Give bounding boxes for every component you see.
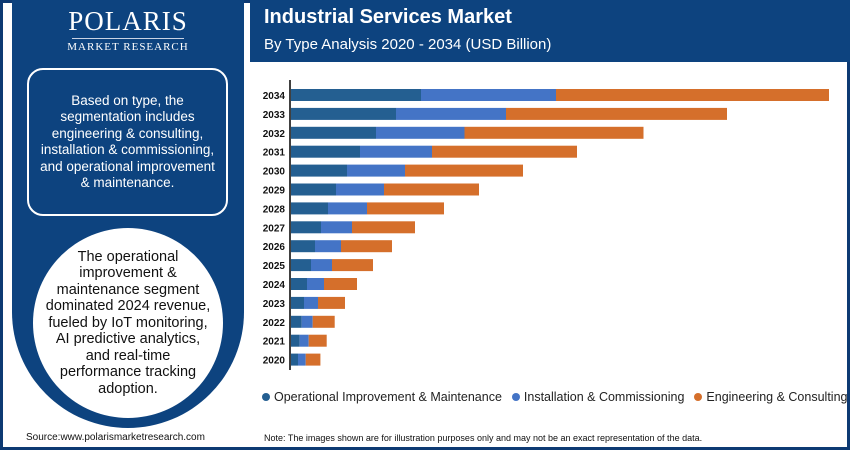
y-tick-label: 2033 — [263, 110, 286, 121]
bar-segment-3-2023 — [318, 296, 345, 309]
bar-segment-2-2033 — [396, 107, 506, 120]
bar-segment-3-2031 — [432, 145, 577, 158]
bar-segment-2-2034 — [421, 89, 556, 101]
y-tick-label: 2030 — [263, 167, 286, 178]
source-text: Source:www.polarismarketresearch.com — [26, 432, 205, 443]
y-tick-label: 2034 — [263, 91, 286, 102]
y-tick-label: 2026 — [263, 242, 286, 253]
bar-segment-1-2023 — [291, 296, 304, 309]
legend-label: Engineering & Consulting — [706, 390, 848, 404]
bar-segment-3-2028 — [367, 202, 444, 215]
bar-segment-3-2030 — [405, 164, 523, 177]
bar-segment-1-2034 — [291, 89, 421, 101]
y-tick-label: 2028 — [263, 204, 286, 215]
bar-segment-1-2029 — [291, 183, 336, 196]
y-tick-label: 2020 — [263, 356, 286, 367]
bar-segment-2-2025 — [311, 259, 332, 272]
legend-item: Installation & Commissioning — [511, 390, 685, 404]
legend-marker-icon — [262, 393, 270, 401]
bar-segment-2-2032 — [376, 126, 465, 139]
legend-marker-icon — [511, 393, 520, 401]
bar-segment-3-2025 — [332, 259, 373, 272]
bar-segment-2-2020 — [298, 353, 306, 366]
legend-label: Operational Improvement & Maintenance — [274, 390, 502, 404]
bar-segment-1-2030 — [291, 164, 347, 177]
bar-segment-1-2022 — [291, 315, 302, 328]
logo-divider — [72, 38, 184, 39]
bar-segment-3-2026 — [341, 240, 392, 253]
bar-segment-3-2033 — [506, 107, 727, 120]
bar-segment-2-2029 — [336, 183, 384, 196]
chart-legend: Operational Improvement & Maintenance Ins… — [262, 390, 847, 404]
header-band — [250, 0, 850, 62]
bar-segment-1-2031 — [291, 145, 360, 158]
bar-segment-2-2028 — [328, 202, 367, 215]
legend-label: Installation & Commissioning — [523, 390, 685, 404]
bar-segment-2-2024 — [307, 278, 324, 290]
bar-segment-1-2025 — [291, 259, 311, 272]
bar-segment-2-2030 — [347, 164, 405, 177]
bar-segment-1-2024 — [291, 278, 307, 290]
chart-title: Industrial Services Market — [264, 6, 512, 28]
bar-segment-3-2021 — [308, 334, 327, 347]
bar-segment-1-2020 — [291, 353, 298, 366]
y-tick-label: 2025 — [263, 261, 286, 272]
y-tick-label: 2031 — [263, 148, 286, 159]
bar-segment-2-2022 — [301, 315, 313, 328]
legend-item: Engineering & Consulting — [694, 390, 847, 404]
bar-segment-3-2027 — [352, 221, 415, 234]
legend-marker-icon — [694, 393, 703, 401]
segmentation-box: Based on type, the segmentation includes… — [27, 68, 228, 216]
polaris-logo: POLARIS MARKET RESEARCH — [12, 6, 244, 53]
segmentation-text: Based on type, the segmentation includes… — [40, 92, 215, 191]
bar-segment-1-2033 — [291, 107, 396, 120]
bar-segment-3-2029 — [384, 183, 479, 196]
bar-segment-1-2028 — [291, 202, 328, 215]
y-tick-label: 2022 — [263, 318, 286, 329]
bar-segment-3-2020 — [305, 353, 321, 366]
y-tick-label: 2023 — [263, 299, 286, 310]
chart-subtitle: By Type Analysis 2020 - 2034 (USD Billio… — [264, 36, 552, 53]
bar-segment-1-2021 — [291, 334, 300, 347]
legend-item: Operational Improvement & Maintenance — [262, 390, 502, 404]
logo-tagline: MARKET RESEARCH — [67, 41, 189, 53]
bar-segment-3-2022 — [312, 315, 335, 328]
disclaimer-note: Note: The images shown are for illustrat… — [264, 433, 703, 443]
bar-segment-3-2032 — [464, 126, 644, 139]
y-tick-label: 2029 — [263, 186, 286, 197]
y-tick-label: 2024 — [263, 280, 286, 291]
bar-segment-3-2034 — [556, 89, 829, 101]
insight-circle: The operational improvement & maintenanc… — [33, 228, 223, 418]
bar-segment-2-2027 — [321, 221, 352, 234]
bar-segment-3-2024 — [324, 278, 357, 290]
bar-segment-2-2031 — [360, 145, 432, 158]
y-tick-label: 2032 — [263, 129, 286, 140]
y-tick-label: 2027 — [263, 223, 286, 234]
bar-segment-1-2027 — [291, 221, 321, 234]
bar-segment-1-2032 — [291, 126, 376, 139]
y-tick-label: 2021 — [263, 337, 286, 348]
bar-segment-2-2023 — [304, 296, 318, 309]
stacked-bar-chart: 2034 2033 2032 2031 2030 2029 2028 2027 2026 2025… — [263, 80, 829, 370]
logo-name: POLARIS — [68, 6, 188, 36]
bar-segment-2-2021 — [299, 334, 309, 347]
bar-segment-2-2026 — [315, 240, 341, 253]
bar-segment-1-2026 — [291, 240, 315, 253]
insight-text: The operational improvement & maintenanc… — [45, 248, 211, 397]
